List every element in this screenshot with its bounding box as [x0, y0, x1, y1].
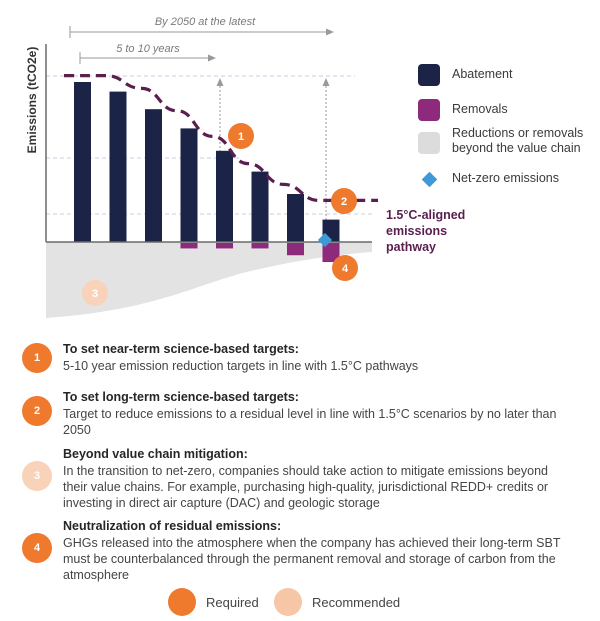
step-badge-required: 4 — [22, 533, 52, 563]
required-key: Required — [168, 588, 259, 616]
five-to-ten-label: 5 to 10 years — [116, 43, 180, 55]
required-dot — [168, 588, 196, 616]
removal-bar — [287, 243, 304, 256]
step-desc: Target to reduce emissions to a residual… — [63, 407, 557, 437]
step-badge-required: 2 — [22, 396, 52, 426]
recommended-label: Recommended — [312, 594, 401, 610]
legend-label: Removals — [452, 102, 508, 116]
removals-swatch — [418, 99, 440, 121]
marker-3-label: 3 — [92, 288, 98, 300]
beyond-swatch — [418, 132, 440, 154]
abatement-bar — [251, 171, 269, 242]
diamond-icon — [421, 171, 437, 187]
marker-3: 3 — [82, 280, 108, 306]
abatement-bar — [216, 150, 233, 242]
requirement-legend: Required Recommended — [168, 588, 468, 618]
removal-bar — [322, 243, 340, 263]
step-badge-required: 1 — [22, 343, 52, 373]
abatement-bar — [180, 128, 198, 242]
marker-4: 4 — [332, 255, 358, 281]
removal-bar — [251, 243, 269, 249]
net-zero-diamond — [317, 232, 333, 248]
pathway-label-line1: 1.5°C-aligned — [386, 208, 465, 222]
step-desc: 5-10 year emission reduction targets in … — [63, 359, 419, 373]
step-badge-recommended: 3 — [22, 461, 52, 491]
abatement-bar — [287, 194, 304, 242]
recommended-key: Recommended — [274, 588, 400, 616]
required-label: Required — [206, 594, 259, 610]
pathway-line — [63, 73, 378, 203]
step-title: To set long-term science-based targets: — [63, 390, 299, 404]
by-2050-label: By 2050 at the latest — [155, 16, 256, 28]
netzero-swatch — [418, 168, 440, 190]
abatement-bar — [74, 82, 91, 242]
pathway-label-line2: emissions — [386, 224, 447, 238]
legend-label: Reductions or removals beyond the value … — [452, 126, 584, 155]
legend-abatement: Abatement — [418, 64, 512, 86]
legend-label: Abatement — [452, 67, 513, 81]
marker-2-label: 2 — [341, 196, 347, 208]
step-title: To set near-term science-based targets: — [63, 342, 299, 356]
legend-label: Net-zero emissions — [452, 171, 559, 185]
marker-2: 2 — [331, 188, 357, 214]
legend-beyond: Reductions or removals beyond the value … — [418, 126, 592, 156]
removal-bar — [180, 243, 198, 249]
abatement-bar — [109, 91, 127, 242]
removal-bar — [216, 243, 233, 249]
abatement-swatch — [418, 64, 440, 86]
five-to-ten-arrowhead — [208, 54, 216, 62]
pathway-label-line3: pathway — [386, 240, 436, 254]
y-axis-label: Emissions (tCO2e) — [25, 47, 39, 154]
step-desc: GHGs released into the atmosphere when t… — [63, 536, 561, 582]
step-desc: In the transition to net-zero, companies… — [63, 464, 549, 510]
step-title: Neutralization of residual emissions: — [63, 519, 282, 533]
long-term-guide-arrowhead — [322, 78, 330, 86]
legend-netzero: Net-zero emissions — [418, 168, 559, 190]
step-title: Beyond value chain mitigation: — [63, 447, 248, 461]
legend-removals: Removals — [418, 99, 508, 121]
marker-1-label: 1 — [238, 131, 244, 143]
marker-1: 1 — [228, 123, 254, 149]
beyond-value-chain-area — [46, 242, 372, 318]
abatement-bar — [145, 109, 162, 242]
by-2050-arrowhead — [326, 28, 334, 36]
marker-4-label: 4 — [342, 263, 349, 275]
near-term-guide-arrowhead — [216, 78, 224, 86]
recommended-dot — [274, 588, 302, 616]
